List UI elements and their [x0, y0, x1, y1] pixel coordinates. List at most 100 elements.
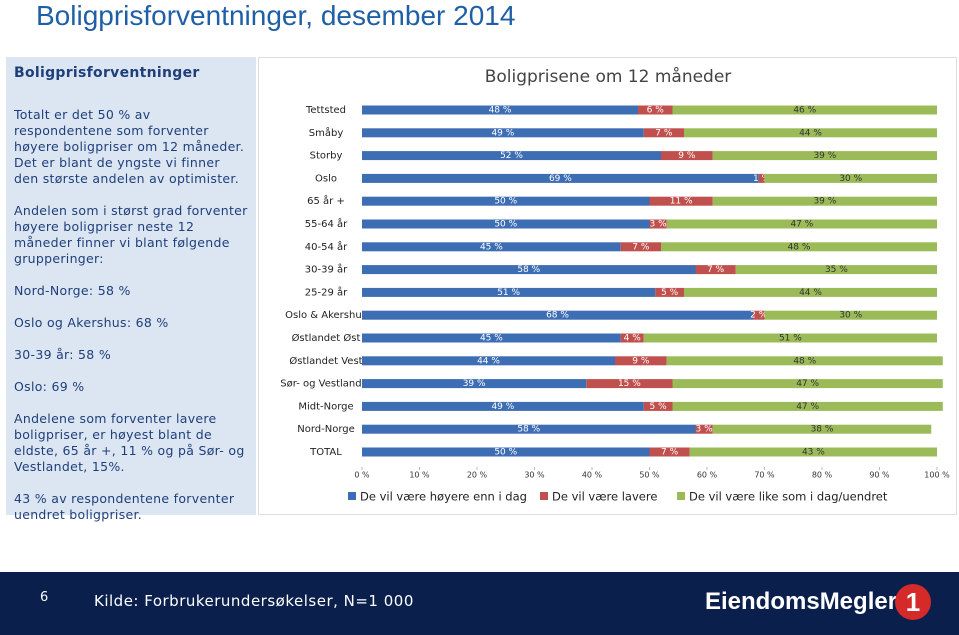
value-label: 7 %: [655, 128, 673, 138]
bar-segment: [649, 219, 667, 229]
bar-segment: [712, 424, 932, 434]
category-label: 65 år +: [307, 194, 345, 207]
bar-segment: [362, 310, 753, 320]
legend-label: De vil være like som i dag/uendret: [689, 490, 888, 504]
value-label: 43 %: [802, 448, 825, 458]
category-label: Oslo: [315, 173, 337, 184]
slide-title: Boligprisforventninger, desember 2014: [36, 0, 516, 31]
category-label: 25-29 år: [305, 285, 348, 298]
value-label: 7 %: [632, 242, 650, 252]
value-label: 69 %: [549, 174, 572, 184]
bar-segment: [684, 287, 937, 297]
panel-paragraph: Oslo: 69 %: [14, 379, 85, 394]
x-tick-label: 70 %: [754, 471, 775, 480]
bar-segment: [620, 333, 644, 343]
bar-segment: [695, 424, 713, 434]
value-label: 58 %: [517, 425, 540, 435]
bar-segment: [362, 196, 650, 206]
value-label: 51 %: [779, 334, 802, 344]
category-label: 30-39 år: [305, 263, 348, 276]
category-label: 40-54 år: [305, 240, 348, 253]
bar-segment: [666, 356, 943, 366]
legend-swatch: [677, 492, 685, 500]
page-number: 6: [40, 590, 49, 605]
bar-segment: [764, 310, 937, 320]
category-label: TOTAL: [309, 447, 342, 458]
value-label: 30 %: [839, 311, 862, 321]
x-tick-label: 80 %: [812, 471, 833, 480]
bar-segment: [689, 447, 937, 457]
bar-segment: [638, 105, 673, 115]
value-label: 39 %: [463, 379, 486, 389]
value-label: 49 %: [491, 402, 514, 412]
chart: Boligprisene om 12 måneder 0 % 10 % 20 % 30…: [258, 57, 957, 515]
value-label: 50 %: [494, 448, 517, 458]
bar-segment: [362, 379, 587, 389]
value-label: 48 %: [793, 356, 816, 366]
value-label: 7 %: [661, 448, 679, 458]
value-label: 44 %: [799, 128, 822, 138]
value-label: 52 %: [500, 151, 523, 161]
panel-paragraph: Oslo og Akershus: 68 %: [14, 315, 169, 330]
footer: 6 Kilde: Forbrukerundersøkelser, N=1 000…: [0, 572, 959, 635]
panel-paragraph: Totalt er det 50 % av respondentene som …: [14, 107, 245, 186]
x-tick-label: 90 %: [869, 471, 890, 480]
category-label: 55-64 år: [305, 217, 348, 230]
value-label: 47 %: [796, 402, 819, 412]
panel-paragraph: Andelene som forventer lavere boligprise…: [14, 411, 245, 474]
panel-paragraph: Andelen som i størst grad forventer høye…: [14, 203, 248, 266]
bar-segment: [764, 173, 937, 183]
value-label: 2 %: [750, 311, 768, 321]
x-tick-label: 0 %: [354, 471, 370, 480]
value-label: 5 %: [650, 402, 668, 412]
bar-segment: [362, 242, 621, 252]
category-label: Nord-Norge: [297, 424, 355, 435]
category-label: Storby: [310, 151, 343, 162]
value-label: 48 %: [788, 242, 811, 252]
bar-segment: [712, 196, 937, 206]
legend-swatch: [348, 492, 356, 500]
panel-paragraph: 30-39 år: 58 %: [14, 347, 112, 362]
category-label: Sør- og Vestlandet: [280, 379, 371, 390]
bar-segment: [672, 105, 937, 115]
category-label: Østlandet Vest: [289, 355, 362, 367]
bar-segment: [615, 356, 667, 366]
category-label: Oslo & Akershus: [285, 310, 367, 321]
chart-frame: [258, 57, 957, 515]
bar-segment: [672, 401, 943, 411]
x-tick-label: 30 %: [524, 471, 545, 480]
bar-segment: [362, 219, 650, 229]
bar-segment: [643, 128, 684, 138]
value-label: 45 %: [480, 242, 503, 252]
bar-segment: [362, 447, 650, 457]
value-label: 6 %: [647, 106, 665, 116]
value-label: 39 %: [813, 197, 836, 207]
chart-title: Boligprisene om 12 måneder: [485, 66, 732, 87]
panel-paragraph: 43 % av respondentene forventer uendret …: [14, 491, 235, 522]
value-label: 30 %: [839, 174, 862, 184]
value-label: 4 %: [624, 334, 642, 344]
bar-segment: [712, 151, 937, 161]
value-label: 11 %: [670, 197, 693, 207]
category-label: Østlandet Øst: [292, 332, 361, 344]
bar-segment: [362, 401, 644, 411]
category-label: Midt-Norge: [298, 401, 353, 412]
category-label: Småby: [309, 126, 344, 139]
bar-segment: [362, 128, 644, 138]
value-label: 47 %: [796, 379, 819, 389]
value-label: 38 %: [811, 425, 834, 435]
bar-segment: [362, 151, 661, 161]
x-tick-label: 100 %: [924, 471, 950, 480]
value-label: 9 %: [632, 356, 650, 366]
value-label: 15 %: [618, 379, 641, 389]
x-tick-label: 20 %: [467, 471, 488, 480]
value-label: 47 %: [790, 220, 813, 230]
x-tick-label: 60 %: [697, 471, 718, 480]
value-label: 51 %: [497, 288, 520, 298]
bar-segment: [362, 105, 638, 115]
bar-segment: [586, 379, 673, 389]
value-label: 48 %: [489, 106, 512, 116]
bar-segment: [620, 242, 661, 252]
value-label: 68 %: [546, 311, 569, 321]
